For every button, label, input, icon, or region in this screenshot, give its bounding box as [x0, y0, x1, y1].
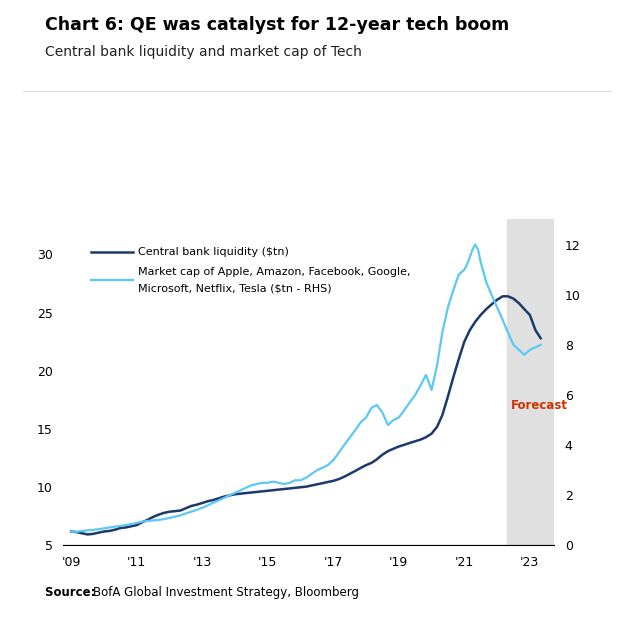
Text: Source:: Source:	[45, 586, 100, 599]
Text: Market cap of Apple, Amazon, Facebook, Google,: Market cap of Apple, Amazon, Facebook, G…	[139, 266, 411, 277]
Bar	[507, 219, 554, 545]
Text: Central bank liquidity and market cap of Tech: Central bank liquidity and market cap of…	[45, 45, 362, 59]
Text: BofA Global Investment Strategy, Bloomberg: BofA Global Investment Strategy, Bloombe…	[93, 586, 359, 599]
Text: Chart 6: QE was catalyst for 12-year tech boom: Chart 6: QE was catalyst for 12-year tec…	[45, 16, 510, 34]
Text: Central bank liquidity ($tn): Central bank liquidity ($tn)	[139, 247, 289, 257]
Text: Forecast: Forecast	[511, 399, 568, 413]
Text: Microsoft, Netflix, Tesla ($tn - RHS): Microsoft, Netflix, Tesla ($tn - RHS)	[139, 284, 332, 294]
